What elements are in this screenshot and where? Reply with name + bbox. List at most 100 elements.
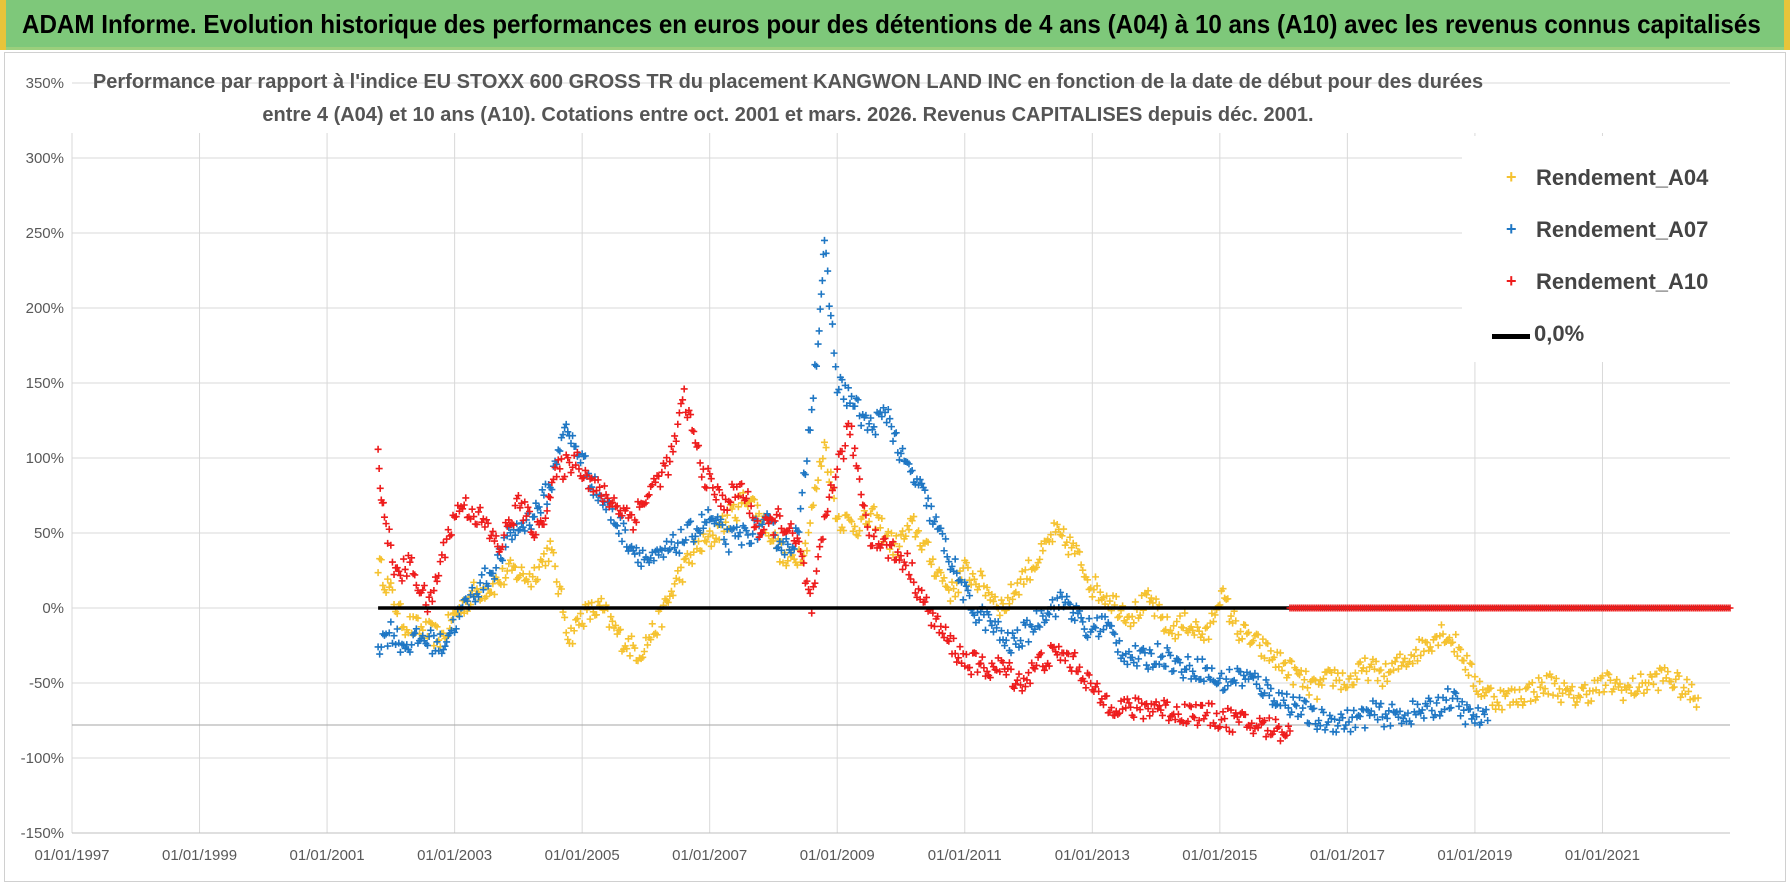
point-a04 (1463, 652, 1471, 660)
point-a07 (1092, 624, 1099, 632)
point-a04 (1034, 559, 1042, 567)
point-a10 (887, 541, 895, 549)
point-a07 (1017, 637, 1025, 645)
point-a07 (926, 517, 934, 525)
point-a04 (1635, 683, 1643, 691)
point-a10 (698, 473, 706, 481)
point-a07 (953, 569, 961, 577)
point-a10 (742, 494, 750, 502)
point-a04 (1092, 573, 1099, 581)
point-a10 (532, 531, 540, 539)
point-a07 (377, 643, 385, 651)
point-a07 (1345, 718, 1353, 726)
x-tick-label: 01/01/2003 (417, 847, 492, 864)
point-a04 (1036, 555, 1044, 563)
point-a10 (518, 499, 526, 507)
y-tick-label: 300% (26, 150, 64, 167)
point-a07 (722, 540, 730, 548)
point-a10 (1286, 727, 1294, 735)
point-a04 (1315, 680, 1323, 688)
point-a07 (862, 411, 870, 419)
point-a10 (1221, 715, 1229, 723)
point-a10 (813, 567, 821, 575)
point-a04 (1361, 654, 1369, 662)
point-a07 (1131, 642, 1139, 650)
point-a04 (1289, 681, 1297, 689)
point-a07 (556, 447, 564, 455)
point-a07 (449, 616, 457, 624)
point-a10 (425, 593, 433, 601)
point-a04 (1602, 681, 1610, 689)
point-a07 (481, 564, 489, 572)
point-a04 (613, 630, 621, 638)
point-a07 (1095, 632, 1103, 640)
point-a10 (715, 486, 723, 494)
point-a07 (1302, 698, 1310, 706)
point-a07 (1331, 715, 1339, 723)
banner-corner-left (0, 0, 6, 50)
point-a04 (703, 538, 711, 546)
point-a04 (561, 613, 569, 621)
point-a07 (1444, 685, 1452, 693)
point-a04 (1536, 683, 1544, 691)
point-a07 (427, 626, 435, 634)
point-a07 (1447, 704, 1455, 712)
point-a04 (502, 574, 510, 582)
point-a07 (1374, 716, 1382, 724)
point-a07 (424, 641, 432, 649)
point-a04 (734, 503, 742, 511)
point-a10 (479, 515, 487, 523)
point-a07 (1297, 711, 1305, 719)
point-a04 (1466, 659, 1474, 667)
point-a07 (1099, 626, 1107, 634)
point-a04 (506, 556, 514, 564)
point-a04 (586, 615, 594, 623)
point-a04 (529, 573, 537, 581)
point-a07 (1288, 708, 1296, 716)
point-a07 (615, 530, 623, 538)
point-a04 (1498, 706, 1506, 714)
point-a07 (1001, 642, 1009, 650)
point-a07 (865, 420, 873, 428)
point-a07 (1433, 699, 1441, 707)
point-a04 (929, 555, 937, 563)
point-a07 (1198, 655, 1206, 663)
point-a04 (1688, 681, 1696, 689)
point-a10 (1254, 724, 1262, 732)
point-a04 (549, 549, 557, 557)
point-a07 (451, 628, 459, 636)
point-a10 (585, 485, 593, 493)
point-a07 (894, 449, 902, 457)
point-a07 (492, 564, 500, 572)
point-a10 (1190, 714, 1198, 722)
point-a04 (945, 586, 953, 594)
point-a10 (1017, 681, 1025, 689)
point-a10 (557, 455, 565, 463)
point-a10 (1087, 679, 1095, 687)
point-a10 (1021, 683, 1029, 691)
point-a07 (1423, 702, 1431, 710)
point-a10 (382, 520, 390, 528)
point-a07 (1056, 588, 1064, 596)
x-tick-label: 01/01/2015 (1182, 847, 1257, 864)
point-a04 (1281, 659, 1289, 667)
point-a10 (747, 502, 755, 510)
point-a10 (1123, 695, 1131, 703)
point-a04 (573, 615, 581, 623)
point-a04 (428, 620, 436, 628)
point-a07 (907, 468, 915, 476)
point-a10 (910, 578, 918, 586)
point-a07 (667, 538, 675, 546)
point-a10 (1012, 680, 1020, 688)
point-a07 (1123, 660, 1131, 668)
point-a04 (1662, 674, 1670, 682)
point-a07 (817, 290, 825, 298)
point-a04 (1541, 685, 1549, 693)
point-a07 (1154, 640, 1162, 648)
point-a04 (1694, 694, 1702, 702)
point-a04 (679, 578, 687, 586)
point-a04 (1488, 701, 1496, 709)
point-a04 (1482, 688, 1490, 696)
point-a10 (593, 487, 601, 495)
point-a10 (849, 451, 857, 459)
